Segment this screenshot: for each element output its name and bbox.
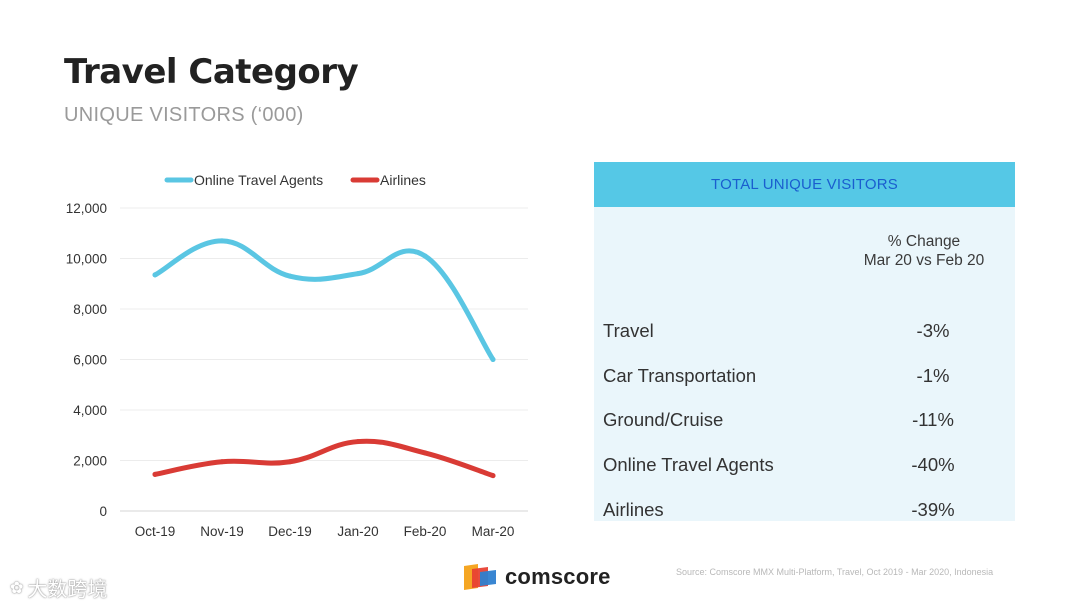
y-tick-label: 12,000 [66,201,107,216]
x-tick-label: Dec-19 [268,524,312,539]
data-point [355,439,361,445]
x-tick-label: Jan-20 [337,524,378,539]
line-chart: 0 2,000 4,000 6,000 8,000 10,000 12,000 Oct-19 N… [66,172,528,539]
y-tick-label: 2,000 [73,454,107,469]
page-title: Travel Category [64,52,359,92]
row-label: Airlines [603,499,664,520]
y-tick-label: 0 [99,504,107,519]
table-row: Online Travel Agents -40% [603,454,1003,478]
y-tick-label: 10,000 [66,252,107,267]
x-tick-label: Mar-20 [472,524,515,539]
x-tick-label: Oct-19 [135,524,176,539]
row-label: Online Travel Agents [603,454,774,475]
data-point [287,273,293,279]
data-point [152,471,158,477]
watermark-icon: ✿ [10,579,24,597]
table-row: Airlines -39% [603,499,1003,523]
row-label: Car Transportation [603,365,757,386]
watermark-text: 大数跨境 [27,579,108,601]
data-point [490,357,496,362]
data-point [490,473,496,479]
row-label: Travel [603,320,654,341]
panel-header: TOTAL UNIQUE VISITORS [594,162,1015,207]
row-value: -1% [916,365,950,386]
table-row: Ground/Cruise -11% [603,409,1003,433]
data-point [287,459,293,465]
comscore-logo: comscore [464,564,611,590]
table-row: Travel -3% [603,320,1003,344]
comscore-logo-icon [464,564,496,590]
row-value: -11% [912,409,954,430]
col-head-line2: Mar 20 vs Feb 20 [863,252,985,269]
percent-change-column-header: % Change Mar 20 vs Feb 20 [824,232,1024,270]
y-tick-label: 6,000 [73,353,107,368]
x-tick-label: Feb-20 [404,524,447,539]
legend-label: Online Travel Agents [194,172,323,188]
data-point [219,459,225,465]
data-point [152,272,158,278]
x-tick-label: Nov-19 [200,524,244,539]
row-value: -39% [911,499,955,520]
total-unique-visitors-panel: TOTAL UNIQUE VISITORS % Change Mar 20 vs… [594,162,1015,521]
logo-text: comscore [505,564,611,589]
data-point [422,450,428,456]
table-row: Car Transportation -1% [603,365,1003,389]
data-point [219,238,225,244]
legend-label: Airlines [380,172,426,188]
row-label: Ground/Cruise [603,409,724,430]
y-tick-label: 8,000 [73,302,107,317]
data-point [355,271,361,277]
watermark: ✿ 大数跨境 [10,573,107,602]
page-subtitle: UNIQUE VISITORS (‘000) [64,104,304,126]
col-head-line1: % Change [887,233,961,250]
row-value: -40% [911,454,955,475]
y-tick-label: 4,000 [73,403,107,418]
source-note: Source: Comscore MMX Multi-Platform, Tra… [676,567,994,577]
series-line-airlines [152,438,496,479]
row-value: -3% [916,320,950,341]
data-point [422,253,428,259]
